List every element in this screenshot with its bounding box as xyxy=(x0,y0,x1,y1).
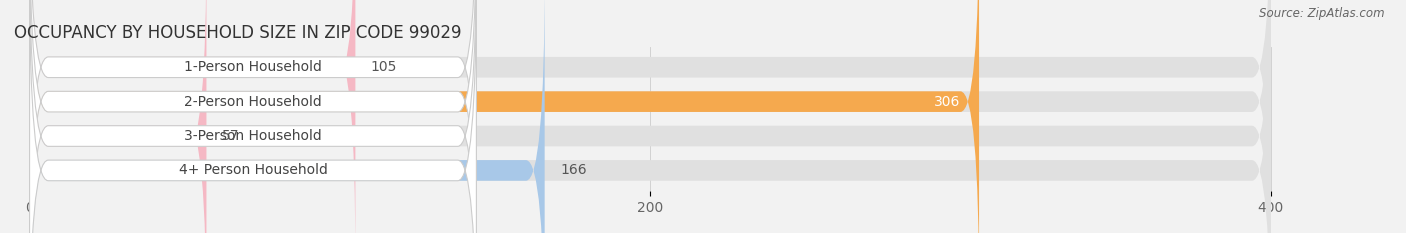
Text: 3-Person Household: 3-Person Household xyxy=(184,129,322,143)
FancyBboxPatch shape xyxy=(30,0,477,233)
FancyBboxPatch shape xyxy=(30,0,477,233)
FancyBboxPatch shape xyxy=(30,0,356,233)
Text: 2-Person Household: 2-Person Household xyxy=(184,95,322,109)
FancyBboxPatch shape xyxy=(30,0,979,233)
Text: 306: 306 xyxy=(934,95,960,109)
Text: OCCUPANCY BY HOUSEHOLD SIZE IN ZIP CODE 99029: OCCUPANCY BY HOUSEHOLD SIZE IN ZIP CODE … xyxy=(14,24,461,42)
Text: 105: 105 xyxy=(371,60,398,74)
FancyBboxPatch shape xyxy=(30,0,1271,233)
FancyBboxPatch shape xyxy=(30,0,477,233)
FancyBboxPatch shape xyxy=(30,0,1271,233)
Text: 1-Person Household: 1-Person Household xyxy=(184,60,322,74)
FancyBboxPatch shape xyxy=(30,0,477,233)
FancyBboxPatch shape xyxy=(30,0,544,233)
Text: 57: 57 xyxy=(222,129,239,143)
FancyBboxPatch shape xyxy=(30,0,207,233)
Text: Source: ZipAtlas.com: Source: ZipAtlas.com xyxy=(1260,7,1385,20)
Text: 4+ Person Household: 4+ Person Household xyxy=(179,163,328,177)
FancyBboxPatch shape xyxy=(30,0,1271,233)
FancyBboxPatch shape xyxy=(30,0,1271,233)
Text: 166: 166 xyxy=(560,163,586,177)
